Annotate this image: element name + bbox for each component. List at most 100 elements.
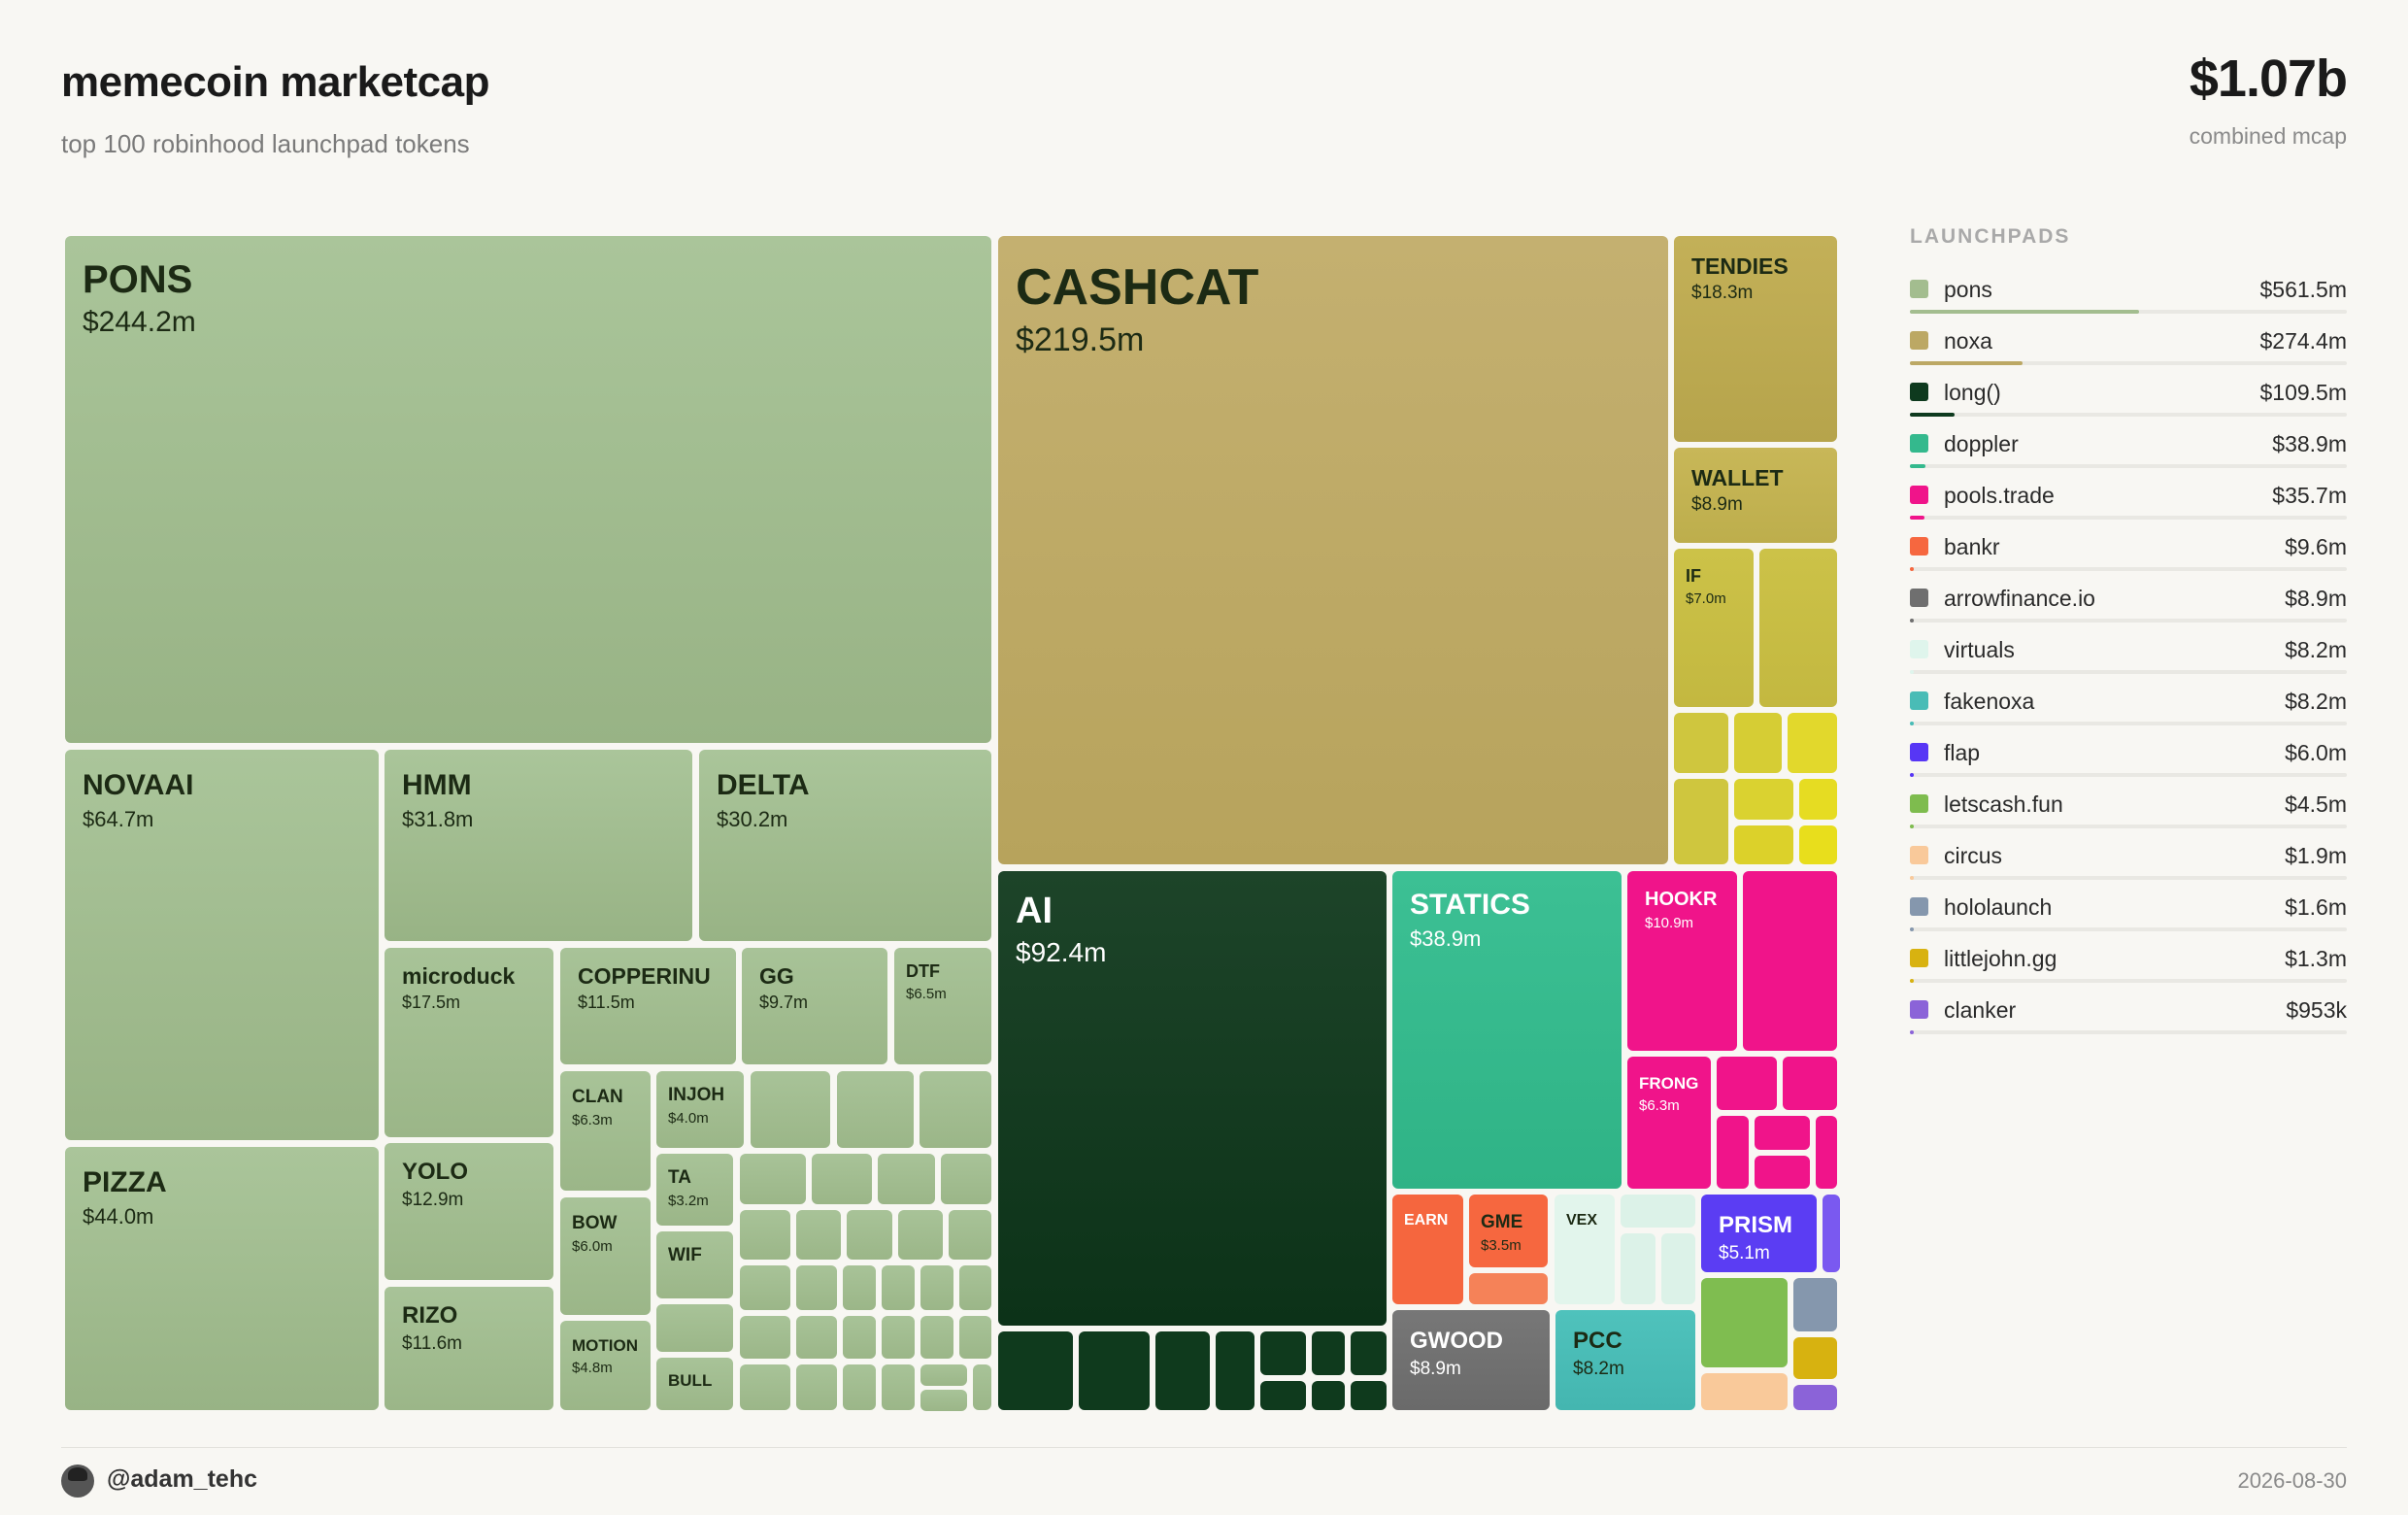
- launchpad-row[interactable]: pools.trade $35.7m: [1910, 478, 2347, 529]
- tile-if[interactable]: IF $7.0m: [1674, 549, 1754, 707]
- tile[interactable]: [1312, 1331, 1345, 1375]
- tile[interactable]: [1079, 1331, 1150, 1410]
- tile[interactable]: [796, 1364, 837, 1410]
- tile[interactable]: [1351, 1331, 1387, 1375]
- tile-delta[interactable]: DELTA $30.2m: [699, 750, 991, 941]
- tile[interactable]: [1793, 1337, 1837, 1379]
- tile[interactable]: [796, 1316, 837, 1359]
- tile[interactable]: [843, 1265, 876, 1310]
- author-handle[interactable]: @adam_tehc: [107, 1465, 257, 1493]
- tile[interactable]: [1799, 779, 1837, 820]
- tile-pcc[interactable]: PCC $8.2m: [1555, 1310, 1695, 1410]
- launchpad-row[interactable]: pons $561.5m: [1910, 272, 2347, 323]
- tile[interactable]: [1783, 1057, 1837, 1110]
- launchpad-row[interactable]: clanker $953k: [1910, 993, 2347, 1044]
- tile[interactable]: [1823, 1195, 1840, 1272]
- tile[interactable]: [1351, 1381, 1387, 1410]
- tile[interactable]: [1621, 1233, 1656, 1304]
- tile-gwood[interactable]: GWOOD $8.9m: [1392, 1310, 1550, 1410]
- launchpad-row[interactable]: flap $6.0m: [1910, 735, 2347, 787]
- tile[interactable]: [1701, 1278, 1788, 1367]
- tile[interactable]: [740, 1265, 790, 1310]
- tile[interactable]: [920, 1364, 967, 1386]
- tile[interactable]: [882, 1364, 915, 1410]
- tile[interactable]: [1816, 1116, 1837, 1189]
- tile-copperinu[interactable]: COPPERINU $11.5m: [560, 948, 736, 1064]
- tile-dtf[interactable]: DTF $6.5m: [894, 948, 991, 1064]
- tile[interactable]: [740, 1210, 790, 1260]
- tile-wallet[interactable]: WALLET $8.9m: [1674, 448, 1837, 543]
- tile-earn[interactable]: EARN: [1392, 1195, 1463, 1304]
- tile-prism[interactable]: PRISM $5.1m: [1701, 1195, 1817, 1272]
- tile[interactable]: [1734, 713, 1782, 773]
- tile[interactable]: [812, 1154, 872, 1204]
- tile[interactable]: [1312, 1381, 1345, 1410]
- launchpad-row[interactable]: noxa $274.4m: [1910, 323, 2347, 375]
- tile[interactable]: [898, 1210, 943, 1260]
- tile[interactable]: [1260, 1381, 1306, 1410]
- launchpad-row[interactable]: circus $1.9m: [1910, 838, 2347, 890]
- avatar[interactable]: [61, 1464, 94, 1498]
- tile[interactable]: [740, 1154, 806, 1204]
- tile-frong[interactable]: FRONG $6.3m: [1627, 1057, 1711, 1189]
- tile[interactable]: [1674, 713, 1728, 773]
- tile[interactable]: [1755, 1156, 1810, 1189]
- tile[interactable]: [1717, 1116, 1749, 1189]
- tile[interactable]: [1743, 871, 1837, 1051]
- tile[interactable]: [1793, 1278, 1837, 1331]
- tile-vex[interactable]: VEX: [1555, 1195, 1615, 1304]
- tile[interactable]: [1788, 713, 1837, 773]
- tile-gg[interactable]: GG $9.7m: [742, 948, 887, 1064]
- tile[interactable]: [1755, 1116, 1810, 1150]
- tile[interactable]: [1734, 825, 1793, 864]
- tile[interactable]: [882, 1316, 915, 1359]
- launchpad-row[interactable]: arrowfinance.io $8.9m: [1910, 581, 2347, 632]
- tile[interactable]: [847, 1210, 892, 1260]
- tile-pizza[interactable]: PIZZA $44.0m: [65, 1147, 379, 1410]
- tile[interactable]: [1661, 1233, 1695, 1304]
- launchpad-row[interactable]: long() $109.5m: [1910, 375, 2347, 426]
- tile[interactable]: [1260, 1331, 1306, 1375]
- tile[interactable]: [1734, 779, 1793, 820]
- launchpad-row[interactable]: hololaunch $1.6m: [1910, 890, 2347, 941]
- tile[interactable]: [740, 1316, 790, 1359]
- tile-wif[interactable]: WIF: [656, 1231, 733, 1298]
- tile-ta[interactable]: TA $3.2m: [656, 1154, 733, 1226]
- launchpad-row[interactable]: fakenoxa $8.2m: [1910, 684, 2347, 735]
- tile[interactable]: [796, 1210, 841, 1260]
- tile-hookr[interactable]: HOOKR $10.9m: [1627, 871, 1737, 1051]
- tile[interactable]: [920, 1390, 967, 1411]
- tile[interactable]: [1216, 1331, 1254, 1410]
- tile[interactable]: [1793, 1385, 1837, 1410]
- tile-tendies[interactable]: TENDIES $18.3m: [1674, 236, 1837, 442]
- tile[interactable]: [920, 1071, 991, 1148]
- tile[interactable]: [1674, 779, 1728, 864]
- tile-bow[interactable]: BOW $6.0m: [560, 1197, 651, 1315]
- tile-clan[interactable]: CLAN $6.3m: [560, 1071, 651, 1191]
- tile-gme[interactable]: GME $3.5m: [1469, 1195, 1548, 1267]
- tile[interactable]: [878, 1154, 935, 1204]
- tile-yolo[interactable]: YOLO $12.9m: [385, 1143, 553, 1280]
- tile-rizo[interactable]: RIZO $11.6m: [385, 1287, 553, 1410]
- launchpad-row[interactable]: virtuals $8.2m: [1910, 632, 2347, 684]
- tile-injoh[interactable]: INJOH $4.0m: [656, 1071, 744, 1148]
- tile-ai[interactable]: AI $92.4m: [998, 871, 1387, 1326]
- tile-motion[interactable]: MOTION $4.8m: [560, 1321, 651, 1410]
- tile[interactable]: [998, 1331, 1073, 1410]
- launchpad-row[interactable]: bankr $9.6m: [1910, 529, 2347, 581]
- tile-microduck[interactable]: microduck $17.5m: [385, 948, 553, 1137]
- tile-statics[interactable]: STATICS $38.9m: [1392, 871, 1622, 1189]
- tile[interactable]: [941, 1154, 991, 1204]
- tile[interactable]: [1759, 549, 1837, 707]
- launchpad-row[interactable]: littlejohn.gg $1.3m: [1910, 941, 2347, 993]
- tile[interactable]: [920, 1265, 953, 1310]
- tile[interactable]: [949, 1210, 991, 1260]
- tile[interactable]: [843, 1316, 876, 1359]
- tile[interactable]: [837, 1071, 914, 1148]
- tile[interactable]: [1469, 1273, 1548, 1304]
- tile[interactable]: [882, 1265, 915, 1310]
- tile[interactable]: [740, 1364, 790, 1410]
- tile[interactable]: [959, 1265, 991, 1310]
- tile[interactable]: [1621, 1195, 1695, 1228]
- launchpad-row[interactable]: letscash.fun $4.5m: [1910, 787, 2347, 838]
